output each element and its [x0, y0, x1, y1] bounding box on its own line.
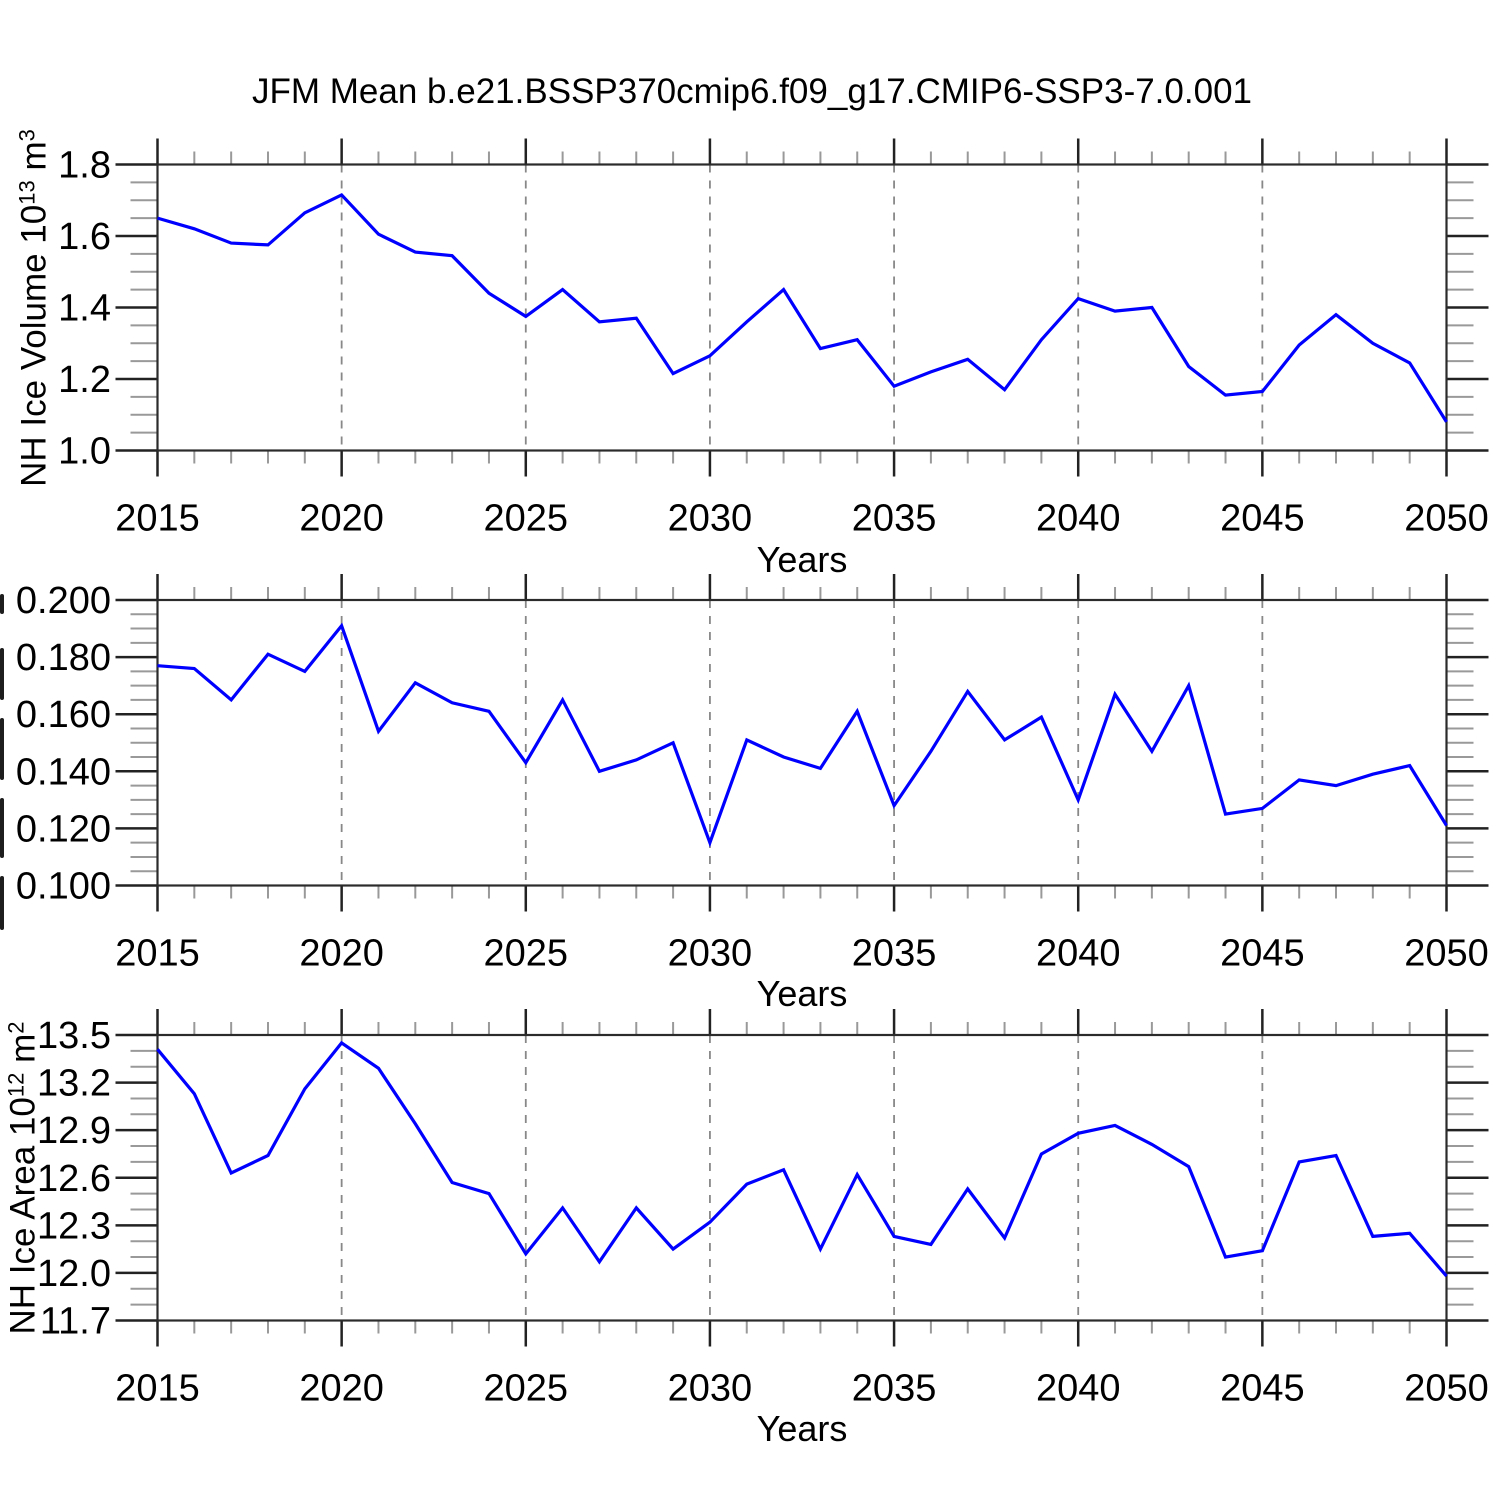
x-tick-label: 2050 — [1404, 498, 1489, 540]
x-tick-label: 2030 — [668, 1368, 753, 1410]
y-tick-label: 0.120 — [16, 808, 111, 850]
y-tick-label: 13.2 — [37, 1063, 111, 1105]
y-tick-label: 0.140 — [16, 751, 111, 793]
x-tick-label: 2035 — [852, 1368, 937, 1410]
x-ticks — [156, 138, 1448, 477]
x-tick-labels: 2015 2020 2025 2030 2035 2040 2045 2050 — [115, 498, 1489, 540]
plot-frame — [156, 598, 1448, 887]
y-tick-labels: 11.7 12.0 12.3 12.6 12.9 13.2 13.5 — [37, 1015, 111, 1343]
x-tick-label: 2020 — [299, 933, 384, 975]
ylabel-text: NH Ice Volume 10 — [14, 204, 54, 487]
x-tick-label: 2040 — [1036, 933, 1121, 975]
clipped-glyph-fragment — [0, 594, 4, 614]
figure-title: JFM Mean b.e21.BSSP370cmip6.f09_g17.CMIP… — [252, 72, 1252, 111]
y-tick-label: 0.200 — [16, 580, 111, 622]
x-tick-label: 2030 — [668, 498, 753, 540]
x-tick-label: 2040 — [1036, 498, 1121, 540]
series-line-middle-panel-ylabel-clipped-offscreen — [157, 622, 1448, 848]
x-tick-label: 2015 — [115, 1368, 200, 1410]
y-tick-labels: 0.100 0.120 0.140 0.160 0.180 0.200 — [16, 580, 111, 908]
ylabel-text: NH Ice Area 10 — [3, 1097, 43, 1335]
x-tick-label: 2025 — [484, 933, 569, 975]
x-tick-label: 2015 — [115, 498, 200, 540]
x-tick-label: 2035 — [852, 933, 937, 975]
panel3-x-axis-label: Years — [756, 1408, 848, 1449]
ylabel-text: m — [3, 1033, 43, 1073]
ylabel-superscript: 2 — [3, 1021, 29, 1034]
x-tick-label: 2045 — [1220, 1368, 1305, 1410]
y-tick-label: 1.0 — [58, 431, 111, 473]
y-tick-label: 12.6 — [37, 1158, 111, 1200]
y-tick-label: 1.2 — [58, 359, 111, 401]
x-tick-label: 2045 — [1220, 933, 1305, 975]
x-ticks — [156, 1009, 1448, 1347]
y-tick-label: 0.100 — [16, 866, 111, 908]
x-tick-label: 2020 — [299, 498, 384, 540]
x-tick-label: 2035 — [852, 498, 937, 540]
series-line-nh-ice-volume — [157, 192, 1448, 423]
y-tick-label: 13.5 — [37, 1015, 111, 1057]
series-line-nh-ice-area — [156, 1040, 1448, 1278]
panel1-y-axis-title: NH Ice Volume 1013 m3 — [14, 129, 56, 487]
clipped-glyph-fragment — [0, 876, 4, 930]
y-tick-label: 1.8 — [58, 145, 111, 187]
y-tick-label: 12.9 — [37, 1110, 111, 1152]
panel2-x-axis-label: Years — [756, 973, 848, 1014]
clipped-glyph-fragment — [0, 718, 4, 780]
ylabel-superscript: 13 — [14, 180, 40, 205]
y-ticks — [115, 1033, 1489, 1322]
y-tick-label: 1.6 — [58, 216, 111, 258]
x-tick-label: 2040 — [1036, 1368, 1121, 1410]
x-tick-label: 2030 — [668, 933, 753, 975]
ylabel-text: m — [14, 141, 54, 181]
x-tick-label: 2050 — [1404, 933, 1489, 975]
x-tick-label: 2045 — [1220, 498, 1305, 540]
gridlines — [340, 164, 1264, 451]
plot-frame — [156, 163, 1448, 452]
panel-3: 11.7 12.0 12.3 12.6 12.9 13.2 13.5 2015 2020 2025… — [37, 1009, 1489, 1410]
y-tick-label: 12.3 — [37, 1205, 111, 1247]
y-ticks — [115, 598, 1489, 887]
y-tick-label: 0.180 — [16, 637, 111, 679]
clipped-glyph-fragment — [0, 648, 4, 700]
y-tick-label: 0.160 — [16, 694, 111, 736]
x-tick-label: 2050 — [1404, 1368, 1489, 1410]
panel1-x-axis-label: Years — [756, 539, 848, 580]
x-ticks — [156, 574, 1448, 912]
gridlines — [340, 1035, 1264, 1321]
plot-frame — [156, 1033, 1448, 1322]
y-tick-labels: 1.0 1.2 1.4 1.6 1.8 — [58, 145, 111, 473]
y-tick-label: 11.7 — [40, 1301, 111, 1343]
y-ticks — [115, 163, 1489, 452]
x-tick-label: 2020 — [299, 1368, 384, 1410]
ylabel-superscript: 12 — [3, 1072, 29, 1098]
x-tick-label: 2025 — [484, 1368, 569, 1410]
gridlines — [340, 600, 1264, 886]
x-tick-label: 2015 — [115, 933, 200, 975]
ylabel-superscript: 3 — [14, 129, 40, 142]
x-tick-label: 2025 — [484, 498, 569, 540]
x-tick-labels: 2015 2020 2025 2030 2035 2040 2045 2050 — [115, 933, 1489, 975]
x-tick-labels: 2015 2020 2025 2030 2035 2040 2045 2050 — [115, 1368, 1489, 1410]
y-tick-label: 12.0 — [37, 1253, 111, 1295]
panel3-y-axis-title: NH Ice Area 1012 m2 — [3, 1021, 45, 1335]
clipped-glyph-fragment — [0, 798, 4, 858]
y-tick-label: 1.4 — [58, 288, 111, 330]
